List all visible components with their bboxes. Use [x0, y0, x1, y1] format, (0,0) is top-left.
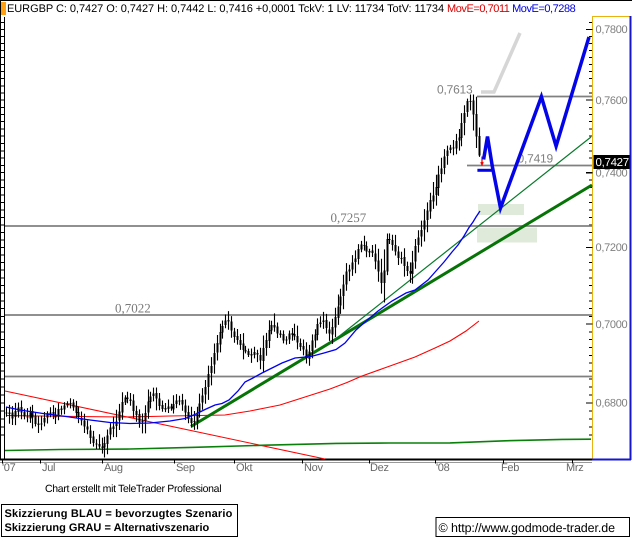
svg-text:0,7400: 0,7400 [596, 167, 628, 179]
svg-text:Feb: Feb [501, 462, 519, 474]
svg-text:0,7200: 0,7200 [596, 242, 628, 254]
svg-text:0,7022: 0,7022 [115, 301, 151, 316]
svg-text:EURGBP C: 0,7427 O: 0,7427 H:: EURGBP C: 0,7427 O: 0,7427 H: 0,7442 L: … [7, 3, 576, 15]
svg-text:0,7257: 0,7257 [331, 210, 367, 225]
svg-text:'08: '08 [436, 462, 450, 474]
svg-text:Skizzierung GRAU = Alternativs: Skizzierung GRAU = Alternativszenario [5, 522, 210, 534]
svg-text:0,7000: 0,7000 [596, 319, 628, 331]
svg-text:0,7600: 0,7600 [596, 95, 628, 107]
svg-text:Jul: Jul [42, 462, 55, 474]
svg-text:0,6800: 0,6800 [596, 398, 628, 410]
svg-text:0,7800: 0,7800 [596, 24, 628, 36]
svg-text:Sep: Sep [176, 462, 195, 474]
svg-text:Chart erstellt mit TeleTrader: Chart erstellt mit TeleTrader Profession… [45, 483, 221, 495]
svg-text:Nov: Nov [304, 462, 323, 474]
svg-text:0,7427: 0,7427 [596, 157, 629, 169]
svg-text:'07: '07 [2, 462, 16, 474]
svg-text:0,7419: 0,7419 [518, 152, 554, 166]
svg-text:Dez: Dez [370, 462, 389, 474]
svg-text:0,7613: 0,7613 [437, 83, 473, 97]
svg-text:Skizzierung BLAU = bevorzugtes: Skizzierung BLAU = bevorzugtes Szenario [5, 508, 233, 520]
svg-text:Okt: Okt [236, 462, 252, 474]
svg-text:Mrz: Mrz [566, 462, 583, 474]
svg-text:© http://www.godmode-trader.de: © http://www.godmode-trader.de [439, 521, 616, 535]
svg-text:Aug: Aug [104, 462, 123, 474]
